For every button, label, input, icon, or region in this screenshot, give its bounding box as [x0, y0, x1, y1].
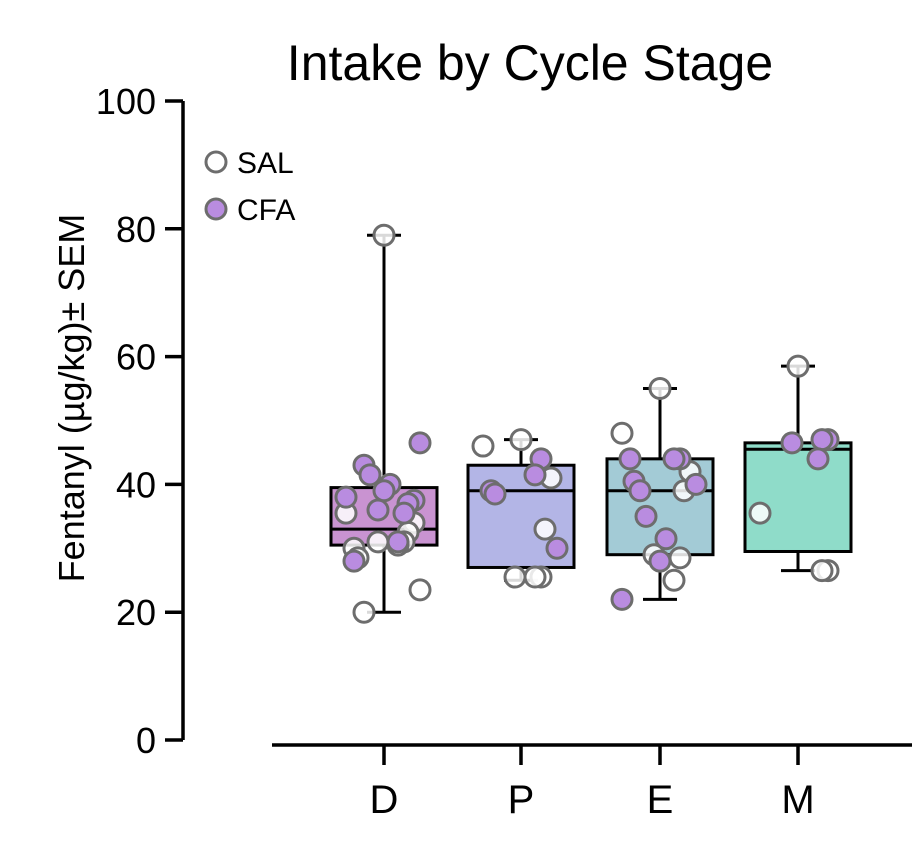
point-cfa-D: [358, 463, 382, 487]
point-sal-P: [509, 428, 533, 452]
y-tick-label: 20: [116, 592, 156, 633]
legend: SAL CFA: [204, 147, 295, 227]
point-cfa-D: [386, 530, 410, 554]
y-tick-label: 100: [96, 81, 156, 122]
point-cfa-E: [684, 472, 708, 496]
legend-cfa-label: CFA: [237, 194, 295, 227]
point-cfa-M: [810, 428, 834, 452]
point-cfa-E: [610, 587, 634, 611]
y-tick-label: 40: [116, 464, 156, 505]
point-cfa-D: [372, 479, 396, 503]
point-sal-P: [523, 565, 547, 589]
point-sal-D: [352, 600, 376, 624]
point-sal-D: [366, 530, 390, 554]
point-cfa-P: [523, 463, 547, 487]
point-cfa-E: [628, 479, 652, 503]
point-cfa-D: [366, 498, 390, 522]
box-M: [743, 364, 853, 573]
point-sal-E: [610, 421, 634, 445]
legend-sal-label: SAL: [237, 147, 294, 180]
data-points: [334, 223, 840, 624]
point-cfa-E: [648, 549, 672, 573]
y-axis: 0 20 40 60 80 100: [96, 81, 185, 761]
point-cfa-E: [662, 447, 686, 471]
point-sal-D: [408, 578, 432, 602]
point-cfa-D: [392, 501, 416, 525]
x-tick-label: D: [370, 778, 399, 822]
point-sal-P: [471, 434, 495, 458]
point-cfa-D: [342, 549, 366, 573]
point-cfa-D: [408, 431, 432, 455]
point-sal-M: [748, 501, 772, 525]
legend-cfa-marker: [204, 197, 228, 221]
point-cfa-P: [545, 536, 569, 560]
box-iqr: [743, 441, 853, 553]
point-cfa-E: [634, 504, 658, 528]
point-cfa-M: [780, 431, 804, 455]
chart-title: Intake by Cycle Stage: [287, 35, 773, 91]
point-sal-P: [533, 517, 557, 541]
y-tick-label: 60: [116, 337, 156, 378]
point-sal-E: [662, 568, 686, 592]
legend-sal-marker: [204, 150, 228, 174]
point-cfa-M: [806, 447, 830, 471]
point-sal-E: [668, 546, 692, 570]
point-sal-M: [810, 559, 834, 583]
y-tick-label: 80: [116, 209, 156, 250]
point-sal-D: [372, 223, 396, 247]
x-tick-label: M: [781, 778, 814, 822]
x-tick-label: E: [647, 778, 674, 822]
y-ticks: 0 20 40 60 80 100: [96, 81, 183, 761]
y-axis-label: Fentanyl (µg/kg)± SEM: [51, 214, 92, 583]
point-sal-P: [503, 565, 527, 589]
x-tick-label: P: [508, 778, 535, 822]
point-cfa-D: [334, 485, 358, 509]
box-plots: [329, 233, 853, 614]
point-sal-E: [648, 377, 672, 401]
point-cfa-P: [483, 482, 507, 506]
point-cfa-E: [654, 527, 678, 551]
point-sal-M: [786, 354, 810, 378]
point-cfa-E: [618, 447, 642, 471]
y-tick-label: 0: [136, 720, 156, 761]
